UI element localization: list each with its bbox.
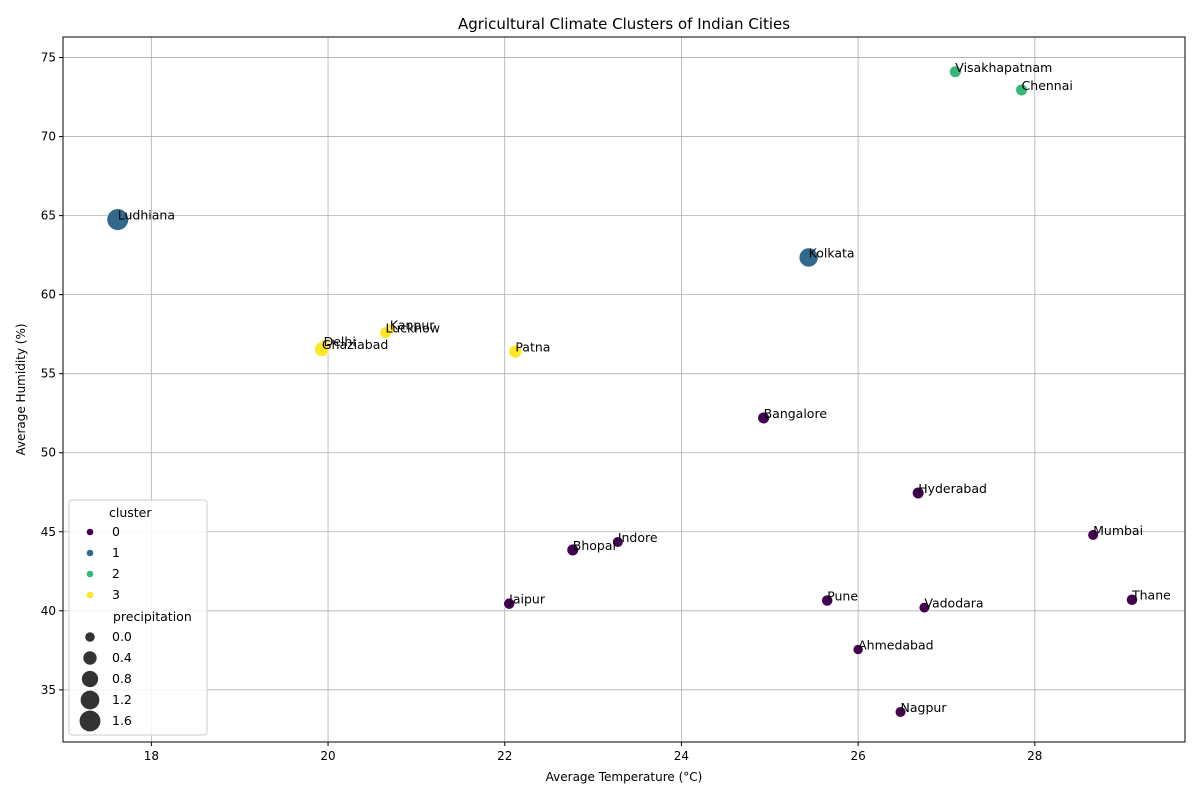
y-axis-label: Average Humidity (%)	[14, 323, 28, 455]
data-point-pune	[821, 594, 834, 607]
legend-label-size: 0.8	[112, 671, 132, 686]
data-point-vadodara	[918, 602, 930, 614]
x-tick-label: 24	[674, 749, 689, 763]
x-axis-label: Average Temperature (°C)	[546, 770, 703, 784]
y-tick-label: 45	[41, 525, 56, 539]
legend-label-cluster-3: 3	[112, 587, 120, 602]
legend-marker-cluster-3	[86, 591, 94, 599]
y-tick-label: 35	[41, 683, 56, 697]
legend-marker-cluster-0	[86, 528, 94, 536]
city-label-vadodara: Vadodara	[924, 596, 983, 611]
chart-title: Agricultural Climate Clusters of Indian …	[458, 15, 790, 33]
legend-label-cluster-0: 0	[112, 524, 120, 539]
legend-marker-size	[83, 651, 97, 665]
plot-area-frame	[62, 36, 1186, 743]
data-point-thane	[1126, 593, 1138, 606]
legend-box	[68, 499, 208, 736]
city-label-ghaziabad: Ghaziabad	[322, 337, 389, 352]
data-point-ghaziabad	[314, 341, 330, 357]
x-tick-label: 22	[497, 749, 512, 763]
legend-marker-size	[85, 632, 95, 642]
data-point-nagpur	[894, 706, 907, 718]
legend-marker-cluster-1	[86, 549, 94, 557]
city-label-mumbai: Mumbai	[1093, 523, 1143, 538]
data-point-mumbai	[1087, 529, 1099, 541]
y-tick-label: 55	[41, 367, 56, 381]
city-label-thane: Thane	[1131, 588, 1171, 603]
point-labels: Visakhapatnam Chennai Ludhiana Kolkata Kanpu…	[118, 60, 1171, 715]
city-label-lucknow: Lucknow	[385, 321, 440, 336]
city-label-ahmedabad: Ahmedabad	[858, 638, 933, 653]
city-label-delhi: Delhi	[324, 334, 356, 349]
legend-label-size: 0.4	[112, 650, 132, 665]
legend: cluster 0 1 2 3 precipitation 0.0 0.4 0.8 1.2 1.6	[68, 499, 208, 736]
city-label-patna: Patna	[515, 340, 550, 355]
city-label-bangalore: Bangalore	[764, 406, 828, 421]
city-label-kolkata: Kolkata	[809, 246, 855, 261]
data-point-chennai	[1015, 83, 1028, 97]
x-tick-label: 20	[320, 749, 335, 763]
city-label-indore: Indore	[618, 530, 658, 545]
data-point-visakhapatnam	[949, 65, 962, 78]
city-label-kanpur: Kanpur	[390, 317, 435, 332]
legend-label-cluster-2: 2	[112, 566, 120, 581]
data-point-ludhiana	[106, 208, 129, 231]
data-point-bhopal	[566, 543, 579, 557]
legend-cluster-title: cluster	[109, 505, 152, 520]
legend-label-size: 1.6	[112, 713, 132, 728]
legend-marker-size	[80, 690, 100, 710]
y-tick-label: 65	[41, 209, 56, 223]
city-label-pune: Pune	[827, 589, 858, 604]
city-label-chennai: Chennai	[1022, 78, 1073, 93]
x-tick-label: 26	[850, 749, 865, 763]
y-tick-label: 40	[41, 604, 56, 618]
data-point-patna	[508, 344, 523, 359]
y-tick-label: 75	[41, 51, 56, 65]
city-label-bhopal: Bhopal	[573, 538, 616, 553]
legend-label-cluster-1: 1	[112, 545, 120, 560]
data-point-indore	[612, 536, 624, 548]
y-tick-label: 70	[41, 130, 56, 144]
city-label-jaipur: Jaipur	[508, 592, 546, 607]
data-point-kolkata	[798, 247, 819, 268]
legend-label-size: 1.2	[112, 692, 132, 707]
city-label-nagpur: Nagpur	[901, 700, 948, 715]
grid-lines	[63, 37, 1185, 742]
legend-marker-cluster-2	[86, 570, 94, 578]
y-tick-label: 60	[41, 288, 56, 302]
city-label-ludhiana: Ludhiana	[118, 208, 175, 223]
x-tick-label: 28	[1027, 749, 1042, 763]
city-label-visakhapatnam: Visakhapatnam	[955, 60, 1052, 75]
legend-size-title: precipitation	[113, 609, 192, 624]
data-point-lucknow	[379, 326, 392, 339]
legend-marker-size	[79, 710, 101, 732]
data-point-bangalore	[757, 411, 770, 425]
legend-marker-size	[81, 670, 99, 688]
data-point-jaipur	[503, 597, 516, 610]
legend-label-size: 0.0	[112, 629, 132, 644]
data-point-ahmedabad	[852, 644, 864, 655]
city-label-hyderabad: Hyderabad	[918, 481, 987, 496]
data-point-hyderabad	[912, 486, 925, 500]
x-tick-label: 18	[144, 749, 159, 763]
y-tick-label: 50	[41, 446, 56, 460]
data-points	[106, 65, 1138, 718]
